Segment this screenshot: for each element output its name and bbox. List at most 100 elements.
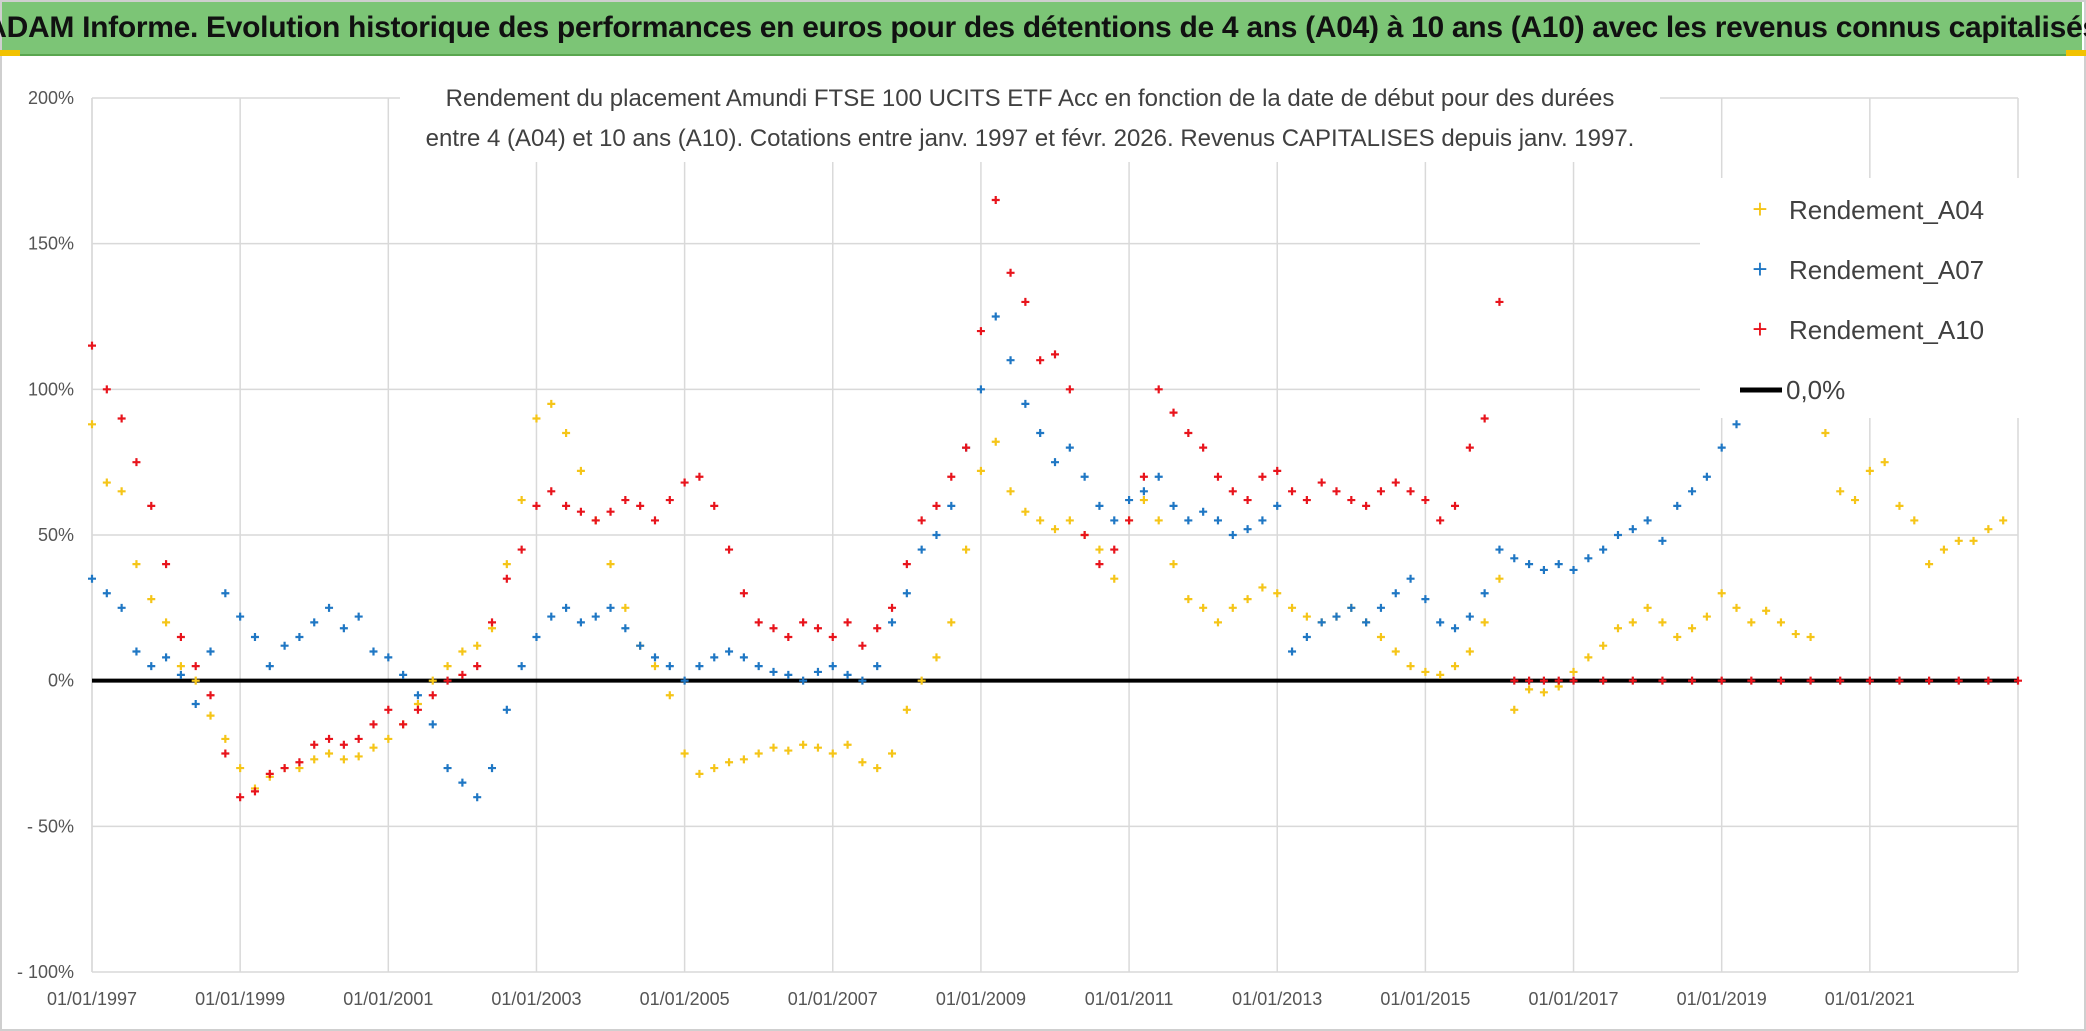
data-point: [265, 662, 274, 671]
data-point: [650, 653, 659, 662]
data-point: [1554, 676, 1563, 685]
data-point: [1436, 670, 1445, 679]
data-point: [399, 670, 408, 679]
data-point: [1465, 443, 1474, 452]
data-point: [1836, 676, 1845, 685]
data-point: [1999, 516, 2008, 525]
data-point: [562, 603, 571, 612]
data-point: [1969, 536, 1978, 545]
data-point: [325, 603, 334, 612]
data-point: [102, 589, 111, 598]
data-point: [547, 487, 556, 496]
data-point: [902, 589, 911, 598]
data-point: [1495, 297, 1504, 306]
legend-label-zero: 0,0%: [1786, 375, 1845, 405]
data-point: [1080, 531, 1089, 539]
data-point: [236, 764, 245, 773]
data-point: [1184, 516, 1193, 525]
data-point: [784, 632, 793, 641]
data-point: [1021, 399, 1030, 408]
data-point: [962, 443, 971, 452]
data-point: [1036, 429, 1045, 438]
data-point: [739, 653, 748, 662]
data-point: [250, 632, 259, 641]
data-point: [1006, 487, 1015, 496]
data-point: [888, 603, 897, 612]
data-point: [369, 743, 378, 752]
data-point: [1006, 356, 1015, 365]
data-point: [1228, 487, 1237, 496]
data-point: [1643, 516, 1652, 525]
data-point: [162, 653, 171, 662]
data-point: [1554, 560, 1563, 569]
data-point: [1213, 618, 1222, 627]
data-point: [443, 662, 452, 671]
data-point: [917, 676, 926, 685]
data-point: [650, 516, 659, 525]
data-point: [606, 560, 615, 569]
x-tick-label: 01/01/2009: [936, 989, 1026, 1009]
data-point: [665, 691, 674, 700]
data-point: [917, 545, 926, 554]
data-point: [443, 676, 452, 685]
data-point: [502, 560, 511, 569]
data-point: [1258, 583, 1267, 592]
data-point: [1569, 667, 1578, 676]
data-point: [1732, 603, 1741, 612]
data-point: [1065, 443, 1074, 452]
data-point: [1169, 560, 1178, 569]
chart-title-line-2: entre 4 (A04) et 10 ans (A10). Cotations…: [426, 125, 1635, 152]
y-tick-label: 50%: [38, 525, 74, 545]
data-point: [1154, 385, 1163, 394]
y-axis-ticks: 200% 150% 100% 50% 0% - 50% - 100%: [17, 88, 74, 982]
data-point: [1421, 667, 1430, 676]
data-point: [1065, 385, 1074, 394]
data-point: [873, 764, 882, 773]
data-point: [1125, 496, 1134, 505]
data-point: [1362, 618, 1371, 627]
data-point: [221, 734, 230, 743]
data-point: [947, 501, 956, 510]
data-point: [1628, 676, 1637, 685]
data-point: [428, 676, 437, 685]
series-Rendement_A10: [88, 195, 2022, 802]
data-point: [962, 545, 971, 554]
data-point: [488, 764, 497, 773]
data-point: [1895, 676, 1904, 685]
data-point: [1006, 268, 1015, 277]
data-point: [665, 496, 674, 505]
data-point: [1406, 662, 1415, 671]
data-point: [280, 641, 289, 650]
data-point: [1451, 624, 1460, 633]
data-point: [1688, 676, 1697, 685]
data-point: [117, 603, 126, 612]
data-point: [532, 501, 541, 510]
x-tick-label: 01/01/2005: [640, 989, 730, 1009]
data-point: [1539, 565, 1548, 574]
data-point: [1273, 501, 1282, 510]
legend-marker-a10: +: [1752, 314, 1767, 344]
data-point: [1273, 589, 1282, 598]
data-point: [1362, 501, 1371, 510]
data-point: [354, 612, 363, 621]
data-point: [206, 647, 215, 656]
data-point: [1525, 676, 1534, 685]
data-point: [1451, 501, 1460, 510]
data-point: [176, 670, 185, 679]
data-point: [888, 618, 897, 627]
data-point: [1258, 472, 1267, 481]
data-point: [606, 603, 615, 612]
data-point: [1228, 531, 1237, 539]
y-tick-label: 150%: [28, 234, 74, 254]
data-point: [1288, 487, 1297, 496]
x-tick-label: 01/01/2001: [343, 989, 433, 1009]
data-point: [695, 662, 704, 671]
data-point: [458, 778, 467, 787]
data-point: [191, 676, 200, 685]
data-point: [1495, 545, 1504, 554]
data-point: [2014, 676, 2022, 685]
data-point: [813, 624, 822, 633]
data-point: [1391, 647, 1400, 656]
data-point: [1747, 618, 1756, 627]
data-point: [1910, 516, 1919, 525]
